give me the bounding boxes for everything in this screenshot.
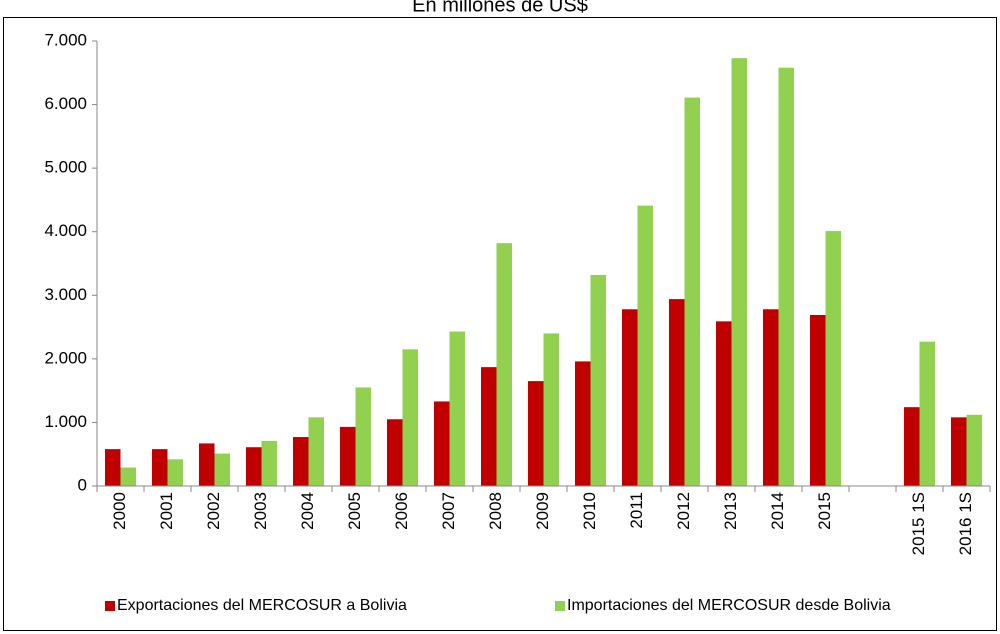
y-tick-label: 6.000 xyxy=(44,94,87,113)
x-tick-label: 2001 xyxy=(157,492,176,530)
x-tick-label: 2015 1S xyxy=(909,492,928,555)
bar xyxy=(919,341,936,486)
bar xyxy=(167,459,184,486)
bar xyxy=(104,449,121,486)
bar xyxy=(433,401,450,486)
bar xyxy=(151,449,168,486)
bar xyxy=(574,361,591,486)
x-tick-label: 2012 xyxy=(674,492,693,530)
bar xyxy=(198,443,215,486)
bar xyxy=(762,309,779,486)
bar xyxy=(668,299,685,486)
bar xyxy=(214,453,231,486)
legend-swatch xyxy=(105,601,115,611)
x-tick-label: 2000 xyxy=(110,492,129,530)
bar xyxy=(825,231,842,486)
bar xyxy=(731,58,748,487)
bar xyxy=(684,97,701,486)
x-tick-label: 2013 xyxy=(721,492,740,530)
y-tick-label: 0 xyxy=(78,475,87,494)
bar xyxy=(496,243,513,486)
bar xyxy=(778,67,795,486)
y-tick-label: 7.000 xyxy=(44,30,87,49)
bar xyxy=(355,387,372,486)
x-tick-label: 2003 xyxy=(251,492,270,530)
bar xyxy=(339,426,356,486)
bar xyxy=(449,331,466,486)
bar xyxy=(292,437,309,486)
bar xyxy=(245,447,262,486)
bar xyxy=(715,321,732,486)
x-tick-label: 2007 xyxy=(439,492,458,530)
x-tick-label: 2010 xyxy=(580,492,599,530)
x-tick-label: 2006 xyxy=(392,492,411,530)
legend-swatch xyxy=(555,601,565,611)
y-tick-label: 5.000 xyxy=(44,158,87,177)
legend-label: Exportaciones del MERCOSUR a Bolivia xyxy=(117,597,407,614)
bar xyxy=(120,467,137,486)
bar xyxy=(543,333,560,486)
bar xyxy=(590,274,607,486)
x-tick-label: 2008 xyxy=(486,492,505,530)
bar xyxy=(386,419,403,486)
x-tick-label: 2002 xyxy=(204,492,223,530)
bar xyxy=(621,309,638,486)
x-tick-label: 2004 xyxy=(298,492,317,530)
bar xyxy=(261,440,278,486)
chart-title: En millones de US$ xyxy=(412,0,588,16)
x-tick-label: 2016 1S xyxy=(956,492,975,555)
bar xyxy=(308,417,325,486)
x-tick-label: 2014 xyxy=(768,492,787,530)
legend-label: Importaciones del MERCOSUR desde Bolivia xyxy=(567,597,891,614)
y-tick-label: 1.000 xyxy=(44,412,87,431)
bar xyxy=(903,407,920,486)
bar xyxy=(402,349,419,486)
x-tick-label: 2011 xyxy=(627,492,646,529)
bar xyxy=(966,414,983,486)
y-tick-label: 3.000 xyxy=(44,285,87,304)
bar xyxy=(480,367,497,486)
bar xyxy=(527,381,544,486)
bar xyxy=(809,314,826,486)
chart-border xyxy=(3,17,997,631)
x-tick-label: 2005 xyxy=(345,492,364,530)
bar xyxy=(637,205,654,486)
y-tick-label: 2.000 xyxy=(44,348,87,367)
y-tick-label: 4.000 xyxy=(44,221,87,240)
x-tick-label: 2015 xyxy=(815,492,834,530)
bar xyxy=(950,417,967,486)
x-tick-label: 2009 xyxy=(533,492,552,530)
